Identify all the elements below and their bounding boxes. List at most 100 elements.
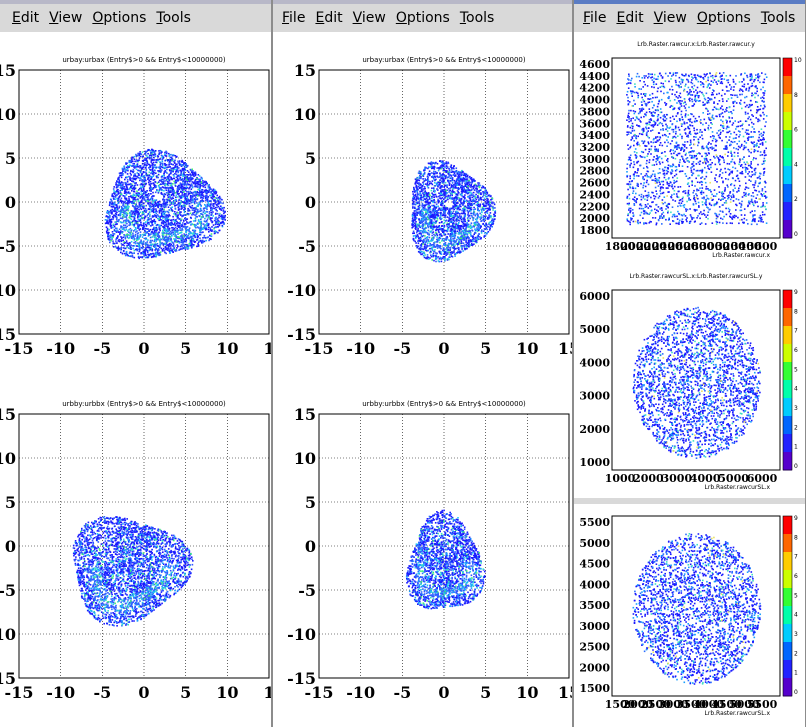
data-point bbox=[119, 182, 122, 184]
data-point bbox=[160, 599, 163, 601]
data-point bbox=[202, 223, 205, 225]
data-point bbox=[181, 540, 184, 543]
data-point bbox=[103, 561, 106, 563]
data-point bbox=[214, 201, 217, 204]
data-point bbox=[112, 226, 114, 229]
data-point bbox=[168, 235, 171, 237]
data-point bbox=[163, 224, 166, 227]
data-point bbox=[105, 614, 108, 616]
data-point bbox=[154, 242, 157, 244]
data-point bbox=[153, 254, 155, 256]
data-point bbox=[83, 555, 85, 558]
data-point bbox=[134, 242, 137, 245]
data-point bbox=[174, 214, 177, 216]
data-point bbox=[158, 551, 161, 554]
data-point bbox=[205, 194, 208, 197]
data-point bbox=[140, 546, 142, 548]
data-point bbox=[150, 154, 153, 156]
data-point bbox=[180, 196, 182, 199]
data-point bbox=[145, 547, 148, 550]
data-point bbox=[191, 186, 194, 189]
data-point bbox=[171, 206, 173, 208]
data-point bbox=[135, 571, 138, 573]
data-point bbox=[116, 569, 119, 571]
data-point bbox=[117, 181, 119, 183]
data-point bbox=[125, 163, 127, 165]
data-point bbox=[127, 613, 130, 615]
data-point bbox=[130, 221, 132, 224]
root-canvas[interactable]: urbay:urbax (Entry$>0 && Entry$<10000000… bbox=[0, 32, 271, 727]
data-point bbox=[210, 196, 212, 199]
data-point bbox=[142, 185, 144, 187]
data-point bbox=[151, 224, 154, 226]
data-point bbox=[164, 236, 166, 239]
data-point bbox=[145, 169, 148, 172]
data-point bbox=[161, 151, 163, 153]
data-point bbox=[138, 236, 141, 239]
data-point bbox=[108, 528, 110, 530]
menu-view[interactable]: View bbox=[49, 10, 83, 26]
data-point bbox=[217, 196, 220, 199]
menu-tools[interactable]: Tools bbox=[156, 10, 191, 26]
data-point bbox=[189, 173, 191, 175]
data-point bbox=[141, 565, 144, 568]
data-point bbox=[97, 538, 100, 540]
data-point bbox=[160, 180, 162, 182]
data-point bbox=[133, 174, 135, 176]
data-point bbox=[138, 154, 140, 156]
data-point bbox=[125, 221, 127, 223]
y-tick-label: -15 bbox=[0, 669, 16, 688]
data-point bbox=[112, 242, 115, 244]
data-point bbox=[144, 167, 147, 169]
data-point bbox=[149, 206, 151, 208]
data-point bbox=[137, 198, 139, 201]
data-point bbox=[204, 186, 207, 189]
data-point bbox=[159, 251, 162, 253]
data-point bbox=[122, 534, 125, 536]
data-point bbox=[191, 214, 193, 216]
data-point bbox=[149, 241, 151, 244]
data-point bbox=[152, 245, 155, 247]
data-point bbox=[135, 177, 137, 180]
data-point bbox=[128, 572, 130, 574]
data-point bbox=[182, 215, 184, 217]
data-point bbox=[141, 179, 143, 181]
data-point bbox=[156, 546, 159, 549]
data-point bbox=[188, 227, 191, 229]
data-point bbox=[139, 231, 142, 233]
data-point bbox=[144, 227, 147, 230]
data-point bbox=[141, 211, 144, 213]
data-point bbox=[207, 216, 210, 219]
data-point bbox=[114, 190, 116, 193]
data-point bbox=[160, 583, 162, 586]
data-point bbox=[210, 214, 213, 216]
canvas-drawing[interactable]: urbay:urbax (Entry$>0 && Entry$<10000000… bbox=[0, 32, 272, 727]
data-point bbox=[112, 188, 115, 190]
data-point bbox=[158, 200, 161, 203]
data-point bbox=[91, 601, 93, 603]
data-point bbox=[176, 190, 178, 193]
data-point bbox=[175, 215, 177, 217]
data-point bbox=[145, 151, 147, 154]
menu-options[interactable]: Options bbox=[92, 10, 147, 26]
data-point bbox=[166, 573, 169, 575]
data-point bbox=[102, 544, 104, 546]
data-point bbox=[115, 535, 117, 537]
data-point bbox=[166, 200, 168, 202]
data-point bbox=[164, 565, 166, 567]
data-point bbox=[147, 246, 149, 248]
data-point bbox=[126, 235, 128, 237]
data-point bbox=[132, 178, 134, 181]
data-point bbox=[114, 198, 116, 200]
data-point bbox=[191, 243, 194, 246]
data-point bbox=[124, 200, 126, 203]
data-point bbox=[167, 215, 169, 217]
data-point bbox=[168, 213, 170, 216]
data-point bbox=[129, 176, 131, 179]
data-point bbox=[133, 249, 136, 252]
data-point bbox=[106, 528, 109, 530]
menu-edit[interactable]: Edit bbox=[12, 10, 40, 26]
data-point bbox=[113, 225, 116, 228]
data-point bbox=[154, 568, 156, 570]
data-point bbox=[178, 226, 180, 228]
